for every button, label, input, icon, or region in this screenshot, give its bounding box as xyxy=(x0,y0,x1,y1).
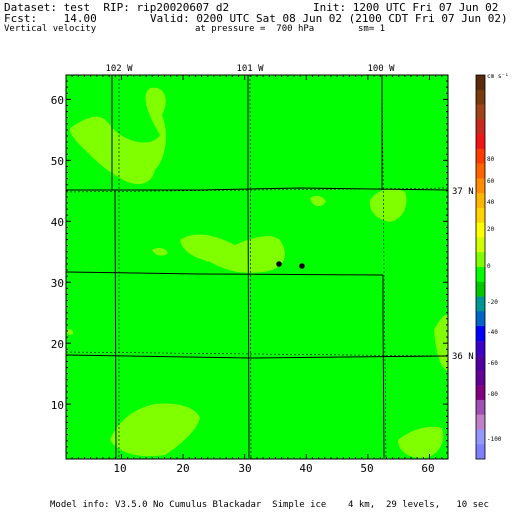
colorbar-swatch xyxy=(476,340,485,356)
colorbar-labels: 80 60 40 20 0 -20 -40 -60 -80 -100 xyxy=(487,156,502,443)
colorbar-label: 80 xyxy=(487,156,495,163)
y-tick-label: 60 xyxy=(51,94,64,107)
y-tick-label: 40 xyxy=(51,216,64,229)
colorbar-label: -80 xyxy=(487,391,498,398)
x-tick-label: 30 xyxy=(238,462,251,475)
colorbar-swatch xyxy=(476,119,485,135)
colorbar-swatch xyxy=(476,385,485,401)
colorbar-swatch xyxy=(476,89,485,105)
colorbar-label: -20 xyxy=(487,299,498,306)
colorbar-swatch xyxy=(476,326,485,342)
x-tick-label: 50 xyxy=(360,462,373,475)
longitude-label: 102 W xyxy=(105,64,133,74)
colorbar-swatch xyxy=(476,444,485,460)
forecast-hour-label: Fcst: 14.00 xyxy=(4,12,97,25)
valid-time-label: Valid: 0200 UTC Sat 08 Jun 02 (2100 CDT … xyxy=(150,12,508,25)
border-center xyxy=(247,75,250,459)
colorbar-swatch xyxy=(476,429,485,445)
colorbar-swatch xyxy=(476,399,485,415)
colorbar-label: 60 xyxy=(487,178,495,185)
model-info-label: Model info: V3.5.0 No Cumulus Blackadar … xyxy=(50,500,489,510)
smoothing-label: sm= 1 xyxy=(358,24,386,34)
colorbar-label: 20 xyxy=(487,226,495,233)
colorbar-label: -100 xyxy=(487,436,502,443)
border-west xyxy=(111,75,117,459)
state-border-south xyxy=(65,354,449,359)
pressure-level-label: at pressure = 700 hPa xyxy=(195,24,315,34)
colorbar-swatch xyxy=(476,178,485,194)
y-tick-label: 30 xyxy=(51,277,64,290)
state-border-middle xyxy=(65,271,384,276)
colorbar-label: -40 xyxy=(487,329,498,336)
colorbar-swatch xyxy=(476,193,485,209)
colorbar-swatch xyxy=(476,163,485,179)
colorbar-swatch xyxy=(476,252,485,268)
field-name-label: Vertical velocity xyxy=(4,24,97,34)
colorbar-swatch xyxy=(476,148,485,164)
county-border-east xyxy=(382,275,385,459)
colorbar-swatch xyxy=(476,414,485,430)
colorbar-label: 40 xyxy=(487,199,495,206)
colorbar-frame xyxy=(475,74,486,460)
colorbar-swatch xyxy=(476,207,485,223)
colorbar-label: 0 xyxy=(487,263,491,270)
latitude-label: 37 N xyxy=(452,187,474,197)
colorbar-swatch xyxy=(476,104,485,120)
x-axis-labels: 10 20 30 40 50 60 xyxy=(113,462,434,475)
colorbar-swatch xyxy=(476,355,485,371)
station-marker xyxy=(299,263,305,269)
colorbar-swatch xyxy=(476,281,485,297)
longitude-label: 101 W xyxy=(236,64,264,74)
axis-ticks xyxy=(66,74,449,459)
colorbar-swatch xyxy=(476,75,485,91)
x-tick-label: 20 xyxy=(176,462,189,475)
colorbar-swatch xyxy=(476,311,485,327)
colorbar-swatch xyxy=(476,134,485,150)
y-tick-label: 10 xyxy=(51,399,64,412)
colorbar-swatch xyxy=(476,370,485,386)
y-tick-label: 20 xyxy=(51,338,64,351)
colorbar-swatch xyxy=(476,237,485,253)
latitude-label: 36 N xyxy=(452,352,474,362)
colorbar-swatches xyxy=(476,75,485,460)
x-tick-label: 40 xyxy=(299,462,312,475)
init-time-label: Init: 1200 UTC Fri 07 Jun 02 xyxy=(313,1,499,14)
colorbar-label: -60 xyxy=(487,360,498,367)
x-tick-label: 60 xyxy=(421,462,434,475)
colorbar-units: cm s⁻¹ xyxy=(487,73,509,80)
colorbar-swatch xyxy=(476,267,485,283)
dataset-label: Dataset: test RIP: rip20020607 d2 xyxy=(4,1,230,14)
colorbar-swatch xyxy=(476,222,485,238)
longitude-label: 100 W xyxy=(367,64,395,74)
y-axis-labels: 10 20 30 40 50 60 xyxy=(51,94,64,412)
y-tick-label: 50 xyxy=(51,155,64,168)
light-green-regions xyxy=(66,87,448,459)
x-tick-label: 10 xyxy=(113,462,126,475)
station-marker xyxy=(276,261,282,267)
colorbar-swatch xyxy=(476,296,485,312)
